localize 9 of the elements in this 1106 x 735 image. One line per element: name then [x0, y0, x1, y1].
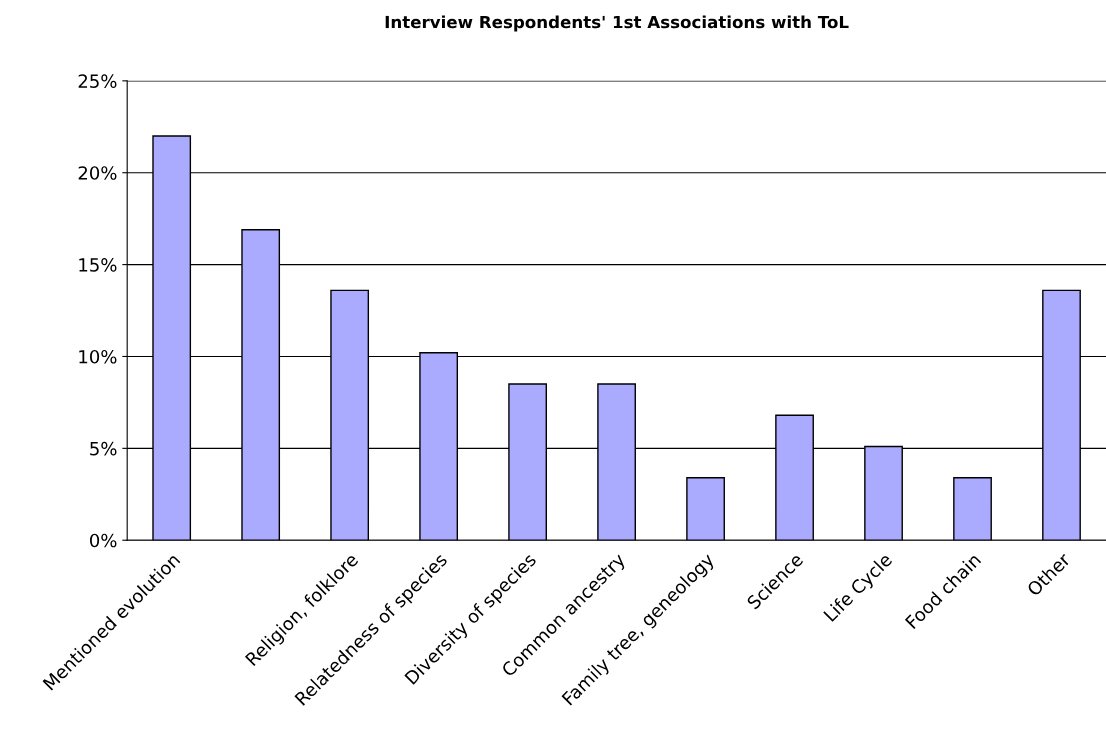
y-tick-label: 25% — [78, 74, 117, 88]
y-tick-label: 10% — [79, 349, 117, 364]
bar — [686, 477, 725, 541]
chart-title: Interview Respondents' 1st Associations with ToL — [385, 15, 849, 32]
y-tick-label: 15% — [79, 258, 117, 272]
bar — [953, 477, 992, 541]
y-tick-label: 5% — [90, 441, 117, 456]
y-tick-label: 0% — [90, 533, 117, 548]
y-tick-label: 20% — [78, 166, 117, 180]
